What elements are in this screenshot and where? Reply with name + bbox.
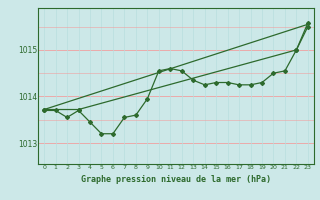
X-axis label: Graphe pression niveau de la mer (hPa): Graphe pression niveau de la mer (hPa) bbox=[81, 175, 271, 184]
